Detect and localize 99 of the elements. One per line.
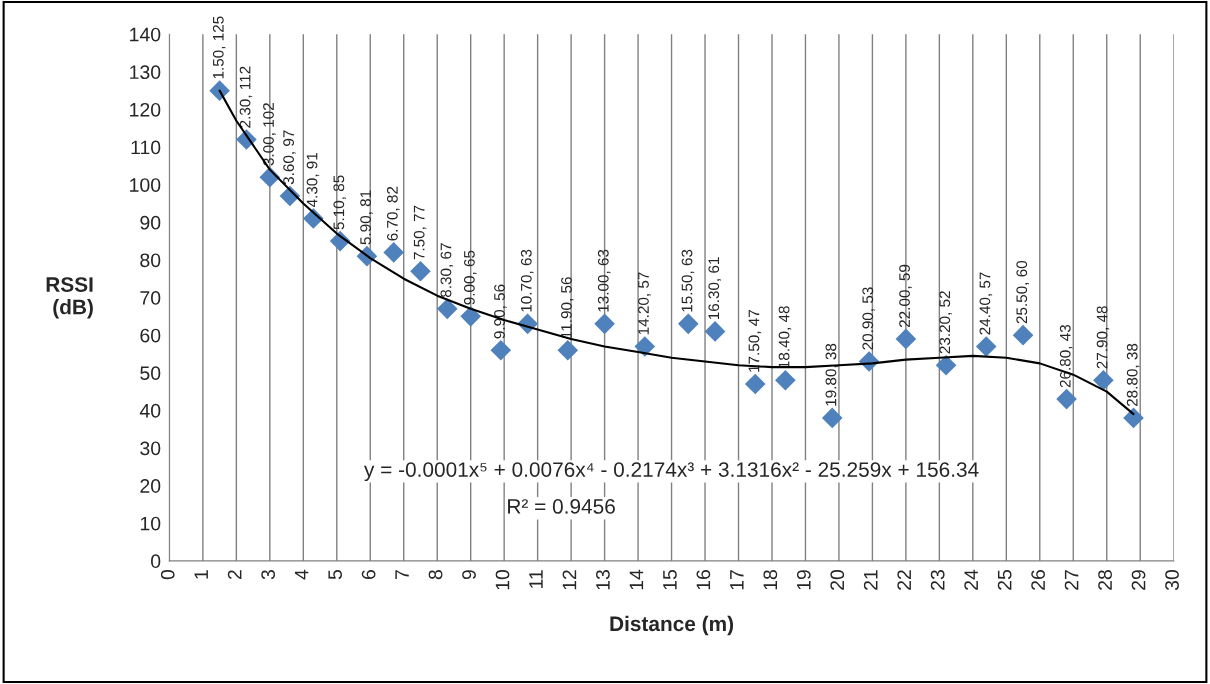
- point: [410, 260, 431, 282]
- point: [209, 80, 230, 101]
- x-tick-label: 25: [997, 570, 1012, 590]
- y-tick-label: 10: [140, 516, 161, 531]
- x-tick-label: 11: [529, 570, 543, 588]
- point: [490, 339, 512, 361]
- data-label: 20.90, 53: [862, 287, 875, 350]
- data-label: 3.60, 97: [283, 130, 296, 185]
- annotation: y = -0.0001x⁵ + 0.0076x⁴ - 0.2174x³ + 3.1316x² - 25.259x + 156.34: [364, 462, 979, 482]
- x-tick-label: 28: [1098, 570, 1112, 590]
- data-label: 17.50, 47: [748, 310, 762, 372]
- x-axis-title: Distance (m): [610, 615, 734, 636]
- point: [594, 313, 615, 335]
- point: [634, 336, 656, 357]
- y-tick-label: 60: [140, 328, 161, 343]
- data-label: 3.00, 102: [263, 103, 276, 166]
- x-tick-label: 9: [462, 570, 476, 580]
- x-tick-label: 4: [294, 569, 309, 580]
- data-label: 26.80, 43: [1059, 324, 1073, 388]
- data-label: 7.50, 77: [413, 205, 427, 260]
- point: [557, 339, 579, 361]
- data-label: 24.40, 57: [979, 272, 993, 335]
- y-tick-label: 130: [130, 65, 161, 80]
- x-tick-label: 15: [663, 570, 677, 590]
- point: [460, 306, 481, 327]
- x-tick-label: 1: [194, 570, 208, 579]
- x-tick-label: 2: [227, 570, 242, 580]
- data-label: 8.30, 67: [440, 243, 454, 298]
- data-label: 14.20, 57: [638, 272, 651, 335]
- x-tick-label: 13: [596, 570, 610, 590]
- data-label: 22.00, 59: [899, 264, 912, 328]
- point: [1056, 388, 1077, 410]
- point: [821, 407, 843, 429]
- point: [935, 354, 957, 376]
- y-tick-label: 110: [131, 140, 161, 155]
- annotation: R² = 0.9456: [508, 499, 615, 514]
- point: [1012, 324, 1034, 346]
- y-tick-label: 80: [140, 253, 161, 268]
- x-tick-label: 21: [863, 570, 878, 590]
- x-tick-label: 26: [1031, 570, 1046, 590]
- point: [436, 298, 458, 320]
- y-tick-label: 90: [140, 215, 161, 230]
- data-label: 18.40, 48: [778, 306, 792, 369]
- y-tick-label: 30: [140, 441, 161, 456]
- data-label: 4.30, 91: [306, 152, 320, 208]
- y-tick-label: 120: [130, 102, 161, 117]
- data-label: 27.90, 48: [1096, 306, 1110, 369]
- data-label: 19.80, 38: [825, 343, 839, 406]
- x-tick-label: 6: [361, 570, 376, 580]
- data-label: 11.90, 56: [561, 277, 574, 338]
- x-tick-label: 3: [261, 570, 276, 580]
- x-tick-label: 24: [964, 569, 978, 590]
- point: [975, 336, 997, 357]
- x-tick-label: 8: [428, 570, 443, 580]
- x-tick-label: 0: [160, 569, 175, 580]
- point: [744, 373, 766, 395]
- x-tick-label: 10: [495, 569, 510, 590]
- x-tick-label: 18: [763, 570, 778, 590]
- point: [775, 370, 796, 391]
- x-tick-label: 7: [395, 570, 409, 580]
- data-label: 5.90, 81: [360, 190, 373, 245]
- x-tick-label: 27: [1064, 570, 1079, 590]
- x-tick-label: 19: [796, 570, 811, 590]
- x-tick-label: 16: [696, 570, 711, 590]
- x-tick-label: 20: [830, 569, 845, 590]
- point: [704, 321, 726, 342]
- data-label: 6.70, 82: [386, 186, 400, 241]
- x-tick-label: 30: [1165, 569, 1179, 591]
- x-tick-label: 5: [328, 570, 342, 580]
- y-tick-label: 100: [130, 178, 161, 192]
- y-tick-label: 0: [151, 554, 161, 569]
- y-tick-label: 40: [139, 403, 161, 418]
- y-tick-label: 70: [140, 291, 161, 305]
- x-tick-label: 29: [1131, 570, 1146, 590]
- data-label: 2.30, 112: [239, 66, 253, 128]
- y-tick-label: 50: [140, 366, 161, 381]
- x-tick-label: 23: [930, 570, 945, 590]
- point: [677, 313, 699, 335]
- data-label: 16.30, 61: [708, 257, 721, 320]
- x-tick-label: 12: [562, 570, 577, 590]
- point: [895, 328, 917, 350]
- data-label: 25.50, 60: [1016, 260, 1029, 324]
- data-label: 13.00, 63: [597, 249, 611, 312]
- y-tick-label: 140: [130, 27, 161, 42]
- data-label: 10.70, 63: [520, 249, 534, 312]
- data-label: 28.80, 38: [1126, 343, 1140, 407]
- data-label: 9.00, 65: [463, 250, 477, 305]
- point: [1093, 370, 1114, 391]
- y-tick-label: 20: [140, 479, 161, 493]
- data-label: 15.50, 63: [681, 249, 695, 312]
- x-tick-label: 17: [730, 570, 744, 590]
- data-label: 9.90, 56: [494, 284, 507, 339]
- data-label: 5.10, 85: [333, 175, 347, 230]
- x-tick-label: 22: [897, 570, 911, 590]
- point: [383, 242, 404, 263]
- x-tick-label: 14: [629, 569, 644, 590]
- data-label: 23.20, 52: [939, 291, 952, 354]
- y-axis-title: RSSI (dB): [46, 277, 93, 319]
- data-label: 1.50, 125: [212, 16, 226, 79]
